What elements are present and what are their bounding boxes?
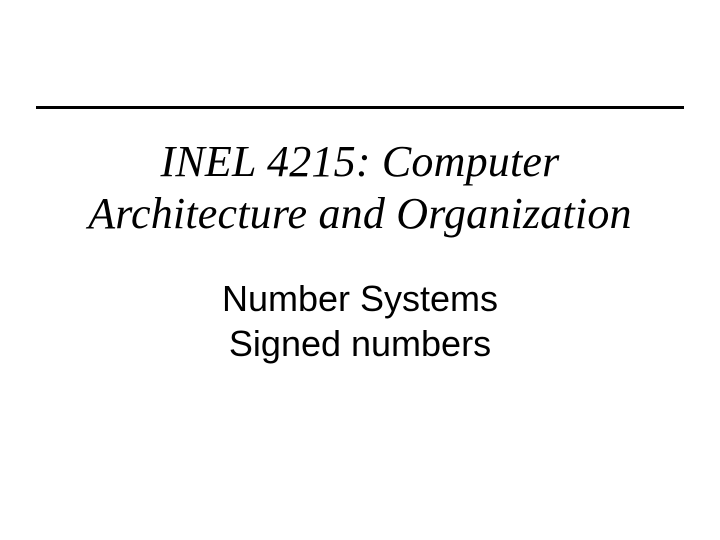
- slide-subtitle: Number Systems Signed numbers: [0, 276, 720, 366]
- title-line-1: INEL 4215: Computer: [160, 137, 559, 186]
- slide: INEL 4215: Computer Architecture and Org…: [0, 0, 720, 540]
- subtitle-line-2: Signed numbers: [229, 323, 491, 364]
- slide-title: INEL 4215: Computer Architecture and Org…: [0, 136, 720, 240]
- title-line-2: Architecture and Organization: [88, 189, 632, 238]
- horizontal-rule: [36, 106, 684, 109]
- subtitle-line-1: Number Systems: [222, 278, 498, 319]
